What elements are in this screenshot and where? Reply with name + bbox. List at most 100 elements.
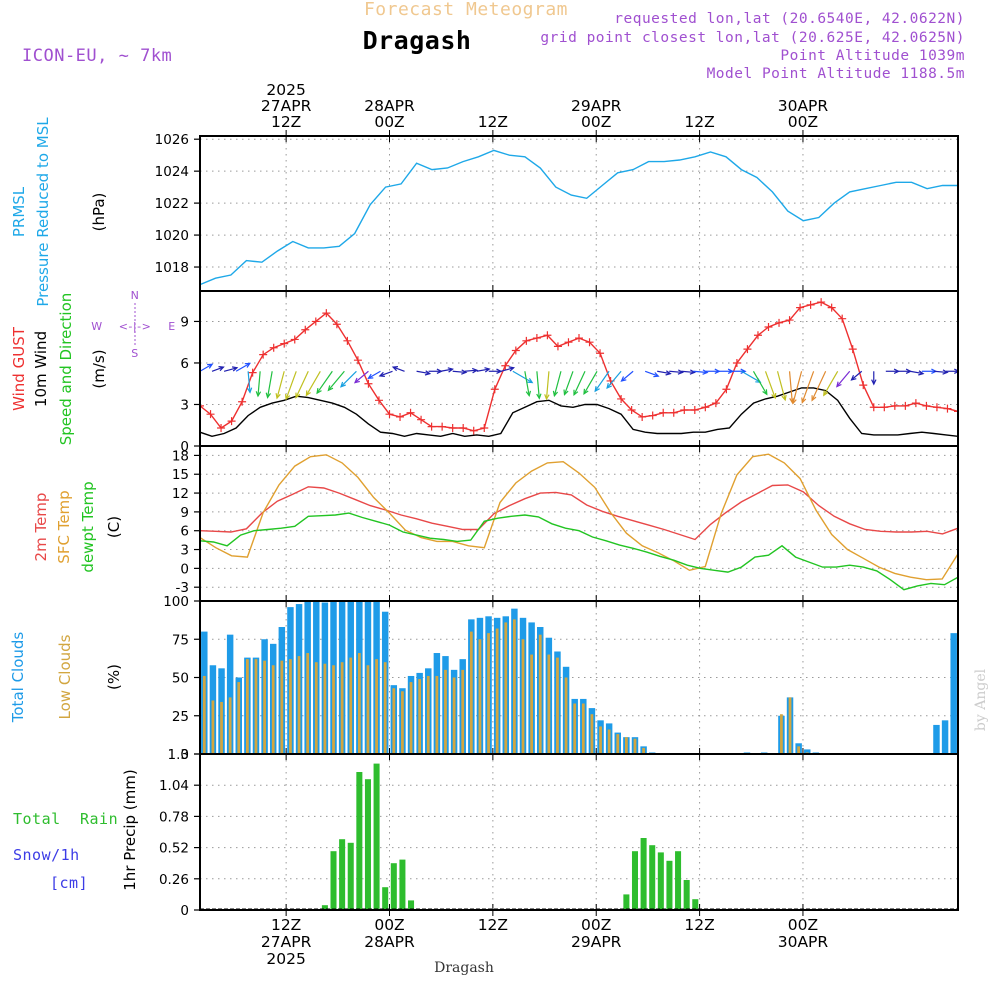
wind-arrow (368, 370, 381, 379)
clouds-bar (547, 654, 551, 754)
wind-arrow-head (275, 393, 281, 400)
wind-10m-label: 10m Wind (32, 331, 50, 407)
wind-arrow (211, 366, 224, 372)
bottom-axis-label: 12Z (271, 916, 301, 934)
clouds-bar (573, 703, 577, 754)
rain-bar (408, 900, 415, 910)
clouds-bar (504, 622, 508, 754)
gust-marker (248, 368, 257, 377)
clouds-bar (271, 665, 275, 754)
wind-arrow-head (620, 376, 627, 382)
precip-ytick-label: 0.78 (159, 809, 189, 825)
temp-ytick-label: 9 (180, 505, 189, 521)
wind-arrow (792, 371, 803, 404)
gust-marker (269, 343, 278, 352)
wind-ytick-label: 3 (180, 397, 189, 413)
wind-arrow (681, 370, 695, 374)
wind-arrow-head (255, 391, 262, 398)
wind-arrow (594, 370, 610, 392)
rain-bar (330, 851, 337, 910)
wind-arrow-head (966, 368, 971, 372)
rain-bar (640, 838, 647, 910)
wind-arrow-head (305, 390, 311, 397)
wind-arrow (644, 370, 659, 377)
gust-marker (343, 336, 352, 345)
wind-arrow (340, 370, 357, 388)
gust-marker (806, 300, 815, 309)
compass-s: S (131, 347, 138, 360)
clouds-bar (461, 669, 465, 754)
gust-marker (417, 415, 426, 424)
bottom-axis-label: 12Z (684, 916, 714, 934)
wind-arrow (823, 370, 839, 396)
clouds-bar (564, 677, 568, 754)
gust-marker (659, 408, 668, 417)
clouds-bar (323, 663, 327, 754)
gust-marker (648, 411, 657, 420)
gust-marker (617, 394, 626, 403)
gust-marker (385, 410, 394, 419)
wind-arrow-head (265, 392, 271, 399)
total-clouds-label: Total Clouds (9, 632, 27, 724)
requested-coords: requested lon,lat (20.6540E, 42.0622N) (614, 11, 965, 27)
gust-marker (448, 424, 457, 433)
precip-ytick-label: 0.52 (159, 841, 189, 857)
wind-arrow (583, 370, 598, 395)
clouds-bar (366, 665, 370, 754)
gust-marker (901, 401, 910, 410)
wind-arrow-head (246, 387, 253, 394)
model-altitude: Model Point Altitude 1188.5m (707, 66, 965, 82)
wind-arrow-head (378, 371, 385, 377)
gust-marker (922, 401, 931, 410)
clouds-bar (226, 634, 234, 754)
gust-marker (280, 339, 289, 348)
total-label: Total (13, 810, 61, 828)
clouds-bar (383, 662, 387, 754)
precip-unit: 1hr Precip (mm) (121, 769, 139, 890)
clouds-bar (607, 729, 611, 754)
wind-arrow (295, 371, 309, 398)
gust-marker (200, 401, 204, 410)
wind-arrow (909, 370, 924, 375)
wind-arrow (276, 371, 285, 399)
wind-arrow-head (954, 368, 958, 374)
wind-arrow-head (295, 392, 301, 399)
rain-bar (347, 842, 354, 910)
wind-arrow-head (525, 390, 532, 398)
temp-dewpt-label: dewpt Temp (79, 481, 97, 572)
wind-arrow (563, 371, 574, 395)
wind-arrow (764, 371, 776, 399)
rain-bar (683, 880, 690, 910)
gust-marker (585, 338, 594, 347)
wind-arrow-head (871, 379, 877, 386)
wind-arrow-head (811, 395, 817, 402)
location-title: Dragash (363, 26, 472, 55)
clouds-bar (297, 656, 301, 754)
gust-marker (732, 358, 741, 367)
gust-marker (954, 407, 958, 416)
precip-ytick-label: 0 (180, 903, 189, 919)
gust-marker (859, 381, 868, 390)
gust-marker (396, 412, 405, 421)
panels: 101810201022102410260369-303691215180255… (155, 132, 971, 919)
wind-arrow (536, 371, 540, 399)
wind-arrow (741, 370, 761, 383)
gust-marker (596, 349, 605, 358)
wind-arrow (500, 367, 514, 372)
wind-arrow-head (424, 370, 432, 376)
compass-e: E (168, 320, 175, 333)
wind-arrow-head (461, 369, 468, 375)
wind-arrow-head (340, 381, 346, 388)
wind-arrow (621, 370, 634, 382)
clouds-bar (788, 697, 792, 754)
top-axis-label: 00Z (374, 113, 404, 131)
clouds-bar (340, 662, 344, 754)
gust-marker (880, 403, 889, 412)
clouds-bar (780, 714, 783, 754)
clouds-bar (616, 734, 620, 754)
temp-ytick-label: 6 (180, 524, 189, 540)
clouds-bar (933, 724, 940, 754)
gust-marker (796, 303, 805, 312)
wind-arrow (285, 371, 297, 400)
